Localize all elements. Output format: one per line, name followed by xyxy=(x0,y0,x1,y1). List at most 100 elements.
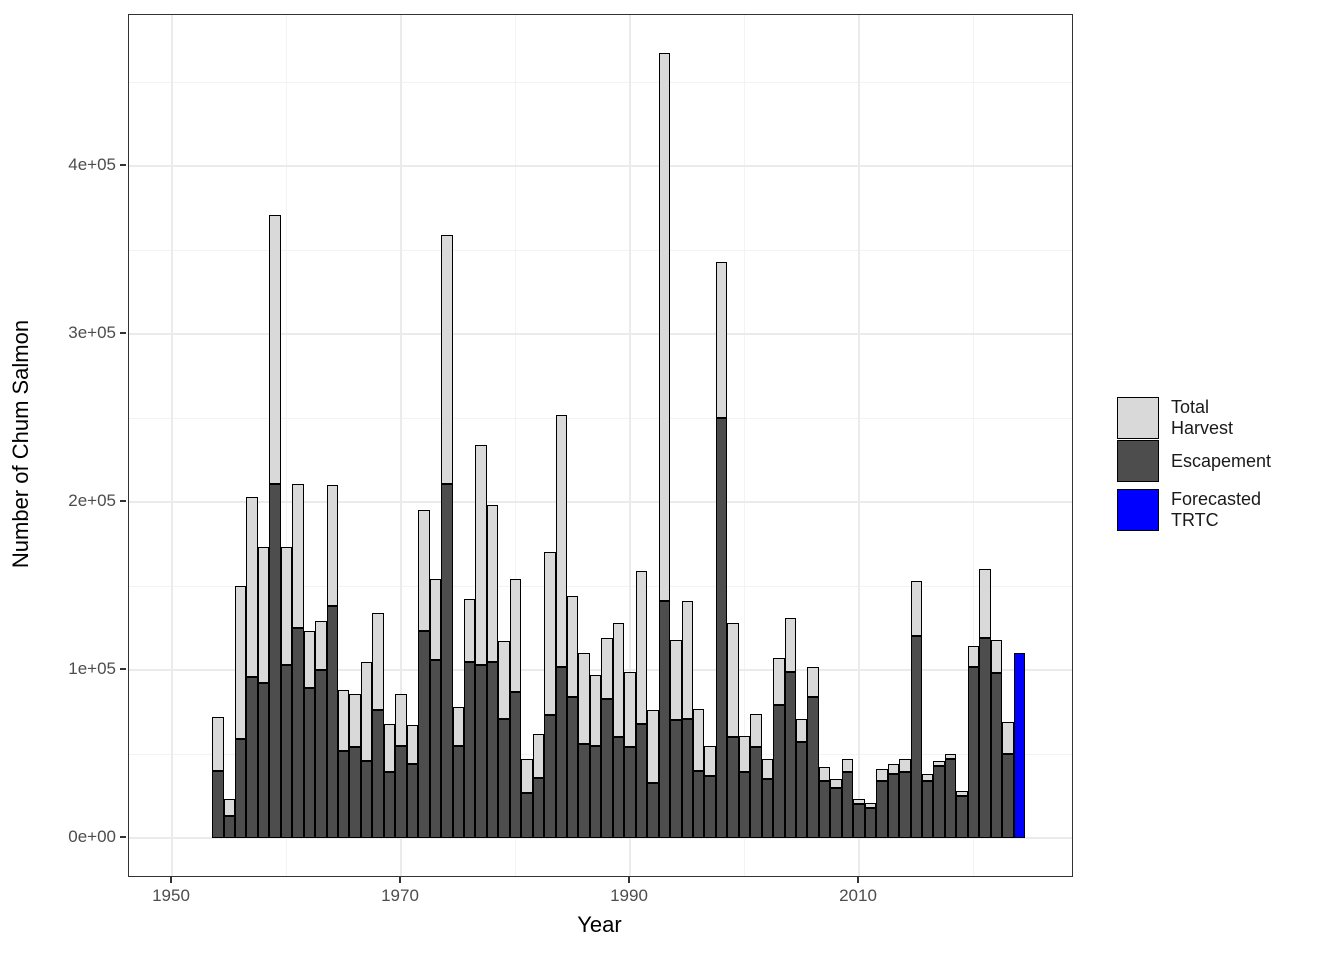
y-tick-label-4: 4e+05 xyxy=(68,155,116,174)
x-tick-mark-1950 xyxy=(170,876,172,883)
x-tick-mark-1970 xyxy=(399,876,401,883)
gridline-y-major xyxy=(129,501,1072,503)
gridline-x-major xyxy=(629,15,631,876)
bar-1967-escapement xyxy=(360,760,373,838)
gridline-x-major xyxy=(400,15,402,876)
x-tick-mark-1990 xyxy=(628,876,630,883)
bar-1987-escapement xyxy=(589,745,602,838)
bar-1954-harvest xyxy=(212,717,224,771)
x-tick-label-2010: 2010 xyxy=(839,886,877,905)
bar-1962-harvest xyxy=(303,631,316,689)
gridline-x-major xyxy=(858,15,860,876)
bar-1959-escapement xyxy=(269,483,281,838)
bar-1973-harvest xyxy=(429,579,442,660)
bar-2011-harvest xyxy=(864,802,877,808)
gridline-x-minor xyxy=(286,15,287,876)
bar-2021-harvest xyxy=(979,569,991,639)
bar-1983-escapement xyxy=(544,715,556,838)
bar-2000-harvest xyxy=(738,735,751,773)
bar-2011-escapement xyxy=(864,807,877,838)
legend-label-2: Forecasted TRTC xyxy=(1171,489,1262,530)
bar-1982-harvest xyxy=(532,733,545,778)
bar-1984-harvest xyxy=(555,414,567,667)
bar-1985-escapement xyxy=(567,696,579,838)
bar-2002-escapement xyxy=(761,779,774,838)
y-tick-mark-4 xyxy=(120,164,127,166)
bar-2018-escapement xyxy=(944,759,957,838)
bar-1989-harvest xyxy=(612,622,625,738)
bar-2006-escapement xyxy=(807,696,819,838)
bar-1964-harvest xyxy=(326,485,338,607)
bar-1973-escapement xyxy=(429,659,442,838)
bar-1980-escapement xyxy=(509,691,522,838)
bar-2009-escapement xyxy=(841,772,854,838)
bar-2015-escapement xyxy=(910,636,922,838)
y-tick-mark-1 xyxy=(120,668,127,670)
bar-1978-harvest xyxy=(486,505,499,662)
bar-1967-harvest xyxy=(360,661,373,761)
bar-1965-harvest xyxy=(338,690,350,751)
bar-1999-escapement xyxy=(727,737,739,838)
bar-1970-escapement xyxy=(395,745,407,838)
bar-1995-escapement xyxy=(681,718,693,838)
bar-1960-harvest xyxy=(280,547,293,665)
bar-2003-escapement xyxy=(773,705,785,838)
bar-1996-harvest xyxy=(692,708,705,771)
bar-1983-harvest xyxy=(544,552,556,716)
legend-key-0 xyxy=(1117,397,1159,439)
y-tick-label-0: 0e+00 xyxy=(68,827,116,846)
bar-1986-escapement xyxy=(578,743,590,838)
bar-1972-harvest xyxy=(418,510,430,632)
bar-1986-harvest xyxy=(578,653,590,744)
bar-2014-harvest xyxy=(899,759,911,773)
y-tick-mark-3 xyxy=(120,332,127,334)
bar-1969-escapement xyxy=(383,772,396,838)
y-tick-label-2: 2e+05 xyxy=(68,491,116,510)
bar-1970-harvest xyxy=(395,693,407,746)
bar-2023-harvest xyxy=(1002,722,1014,754)
bar-1985-harvest xyxy=(567,596,579,697)
bar-2004-harvest xyxy=(784,617,796,672)
bar-2009-harvest xyxy=(841,759,854,773)
bar-1989-escapement xyxy=(612,737,625,838)
bar-1994-escapement xyxy=(670,720,682,838)
bar-2000-escapement xyxy=(738,772,751,838)
bar-1965-escapement xyxy=(338,750,350,838)
bar-1968-escapement xyxy=(372,710,384,838)
bar-2013-harvest xyxy=(887,764,900,775)
legend-label-1: Escapement xyxy=(1171,450,1272,471)
bar-1962-escapement xyxy=(303,688,316,838)
bar-1975-harvest xyxy=(452,706,464,746)
bar-1994-harvest xyxy=(670,639,682,721)
bar-2005-escapement xyxy=(796,742,808,838)
gridline-y-major xyxy=(129,165,1072,167)
bar-1957-escapement xyxy=(246,676,258,838)
bar-1964-escapement xyxy=(326,606,338,838)
bar-2007-harvest xyxy=(818,767,831,781)
bar-1956-escapement xyxy=(234,738,247,838)
bar-2024-forecast xyxy=(1013,653,1025,838)
bar-1976-escapement xyxy=(463,661,476,838)
bar-1955-harvest xyxy=(223,799,235,817)
bar-2021-escapement xyxy=(979,638,991,838)
y-tick-mark-0 xyxy=(120,836,127,838)
bar-1998-harvest xyxy=(715,261,728,418)
bar-2020-harvest xyxy=(967,646,980,667)
bar-1991-harvest xyxy=(635,570,648,724)
bar-1997-escapement xyxy=(704,775,716,838)
bar-1963-escapement xyxy=(315,670,327,838)
bar-2010-escapement xyxy=(853,804,865,838)
bar-1979-harvest xyxy=(498,641,510,719)
bar-2016-harvest xyxy=(921,774,934,781)
y-tick-mark-2 xyxy=(120,500,127,502)
bar-2012-harvest xyxy=(876,769,888,781)
bar-1996-escapement xyxy=(692,770,705,838)
bar-1971-escapement xyxy=(406,764,419,838)
gridline-y-minor xyxy=(129,417,1072,419)
bar-1975-escapement xyxy=(452,745,464,838)
bar-2017-harvest xyxy=(933,760,945,766)
bar-1955-escapement xyxy=(223,816,235,838)
bar-1974-escapement xyxy=(441,483,453,838)
x-tick-label-1950: 1950 xyxy=(152,886,190,905)
